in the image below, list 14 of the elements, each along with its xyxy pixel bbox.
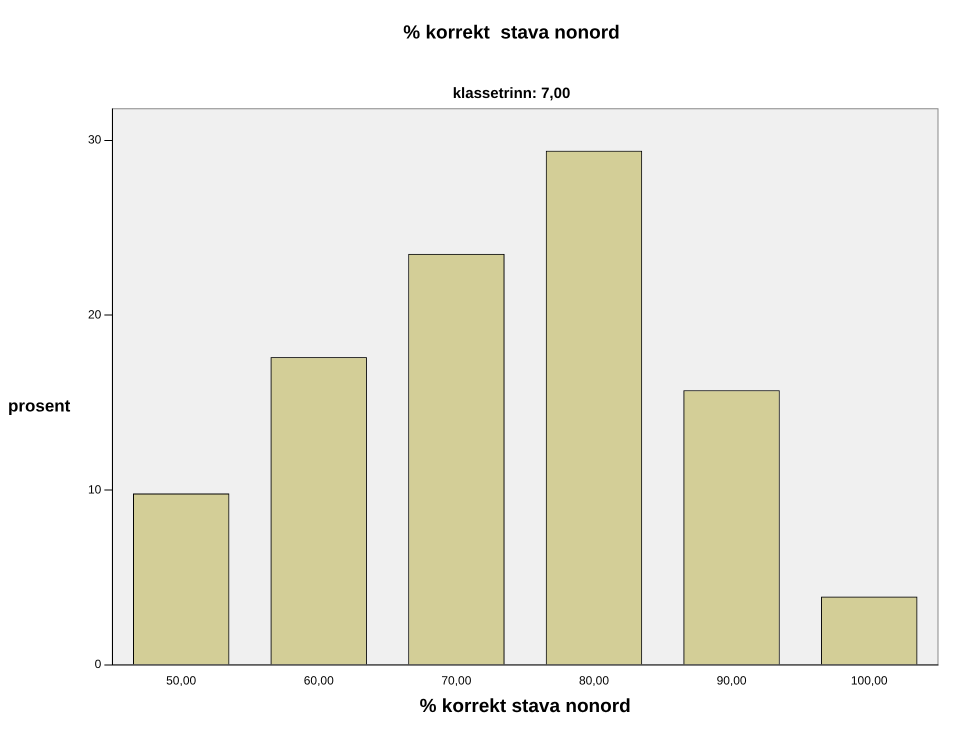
x-axis-title: % korrekt stava nonord xyxy=(420,696,631,717)
x-tick-label: 100,00 xyxy=(850,673,888,688)
x-tick-label: 70,00 xyxy=(441,673,472,688)
y-tick-label: 10 xyxy=(88,482,102,496)
x-tick-label: 90,00 xyxy=(716,673,747,688)
y-tick-label: 20 xyxy=(88,307,102,322)
y-tick-label: 30 xyxy=(88,132,102,147)
x-tick-label: 50,00 xyxy=(166,673,196,688)
x-tick-label: 80,00 xyxy=(578,673,610,688)
chart-subtitle: klassetrinn: 7,00 xyxy=(452,84,570,102)
x-tick-label: 60,00 xyxy=(304,673,334,688)
y-tick-label: 0 xyxy=(94,657,102,672)
y-axis-title: prosent xyxy=(8,396,71,416)
chart-title: % korrekt stava nonord xyxy=(403,22,620,44)
